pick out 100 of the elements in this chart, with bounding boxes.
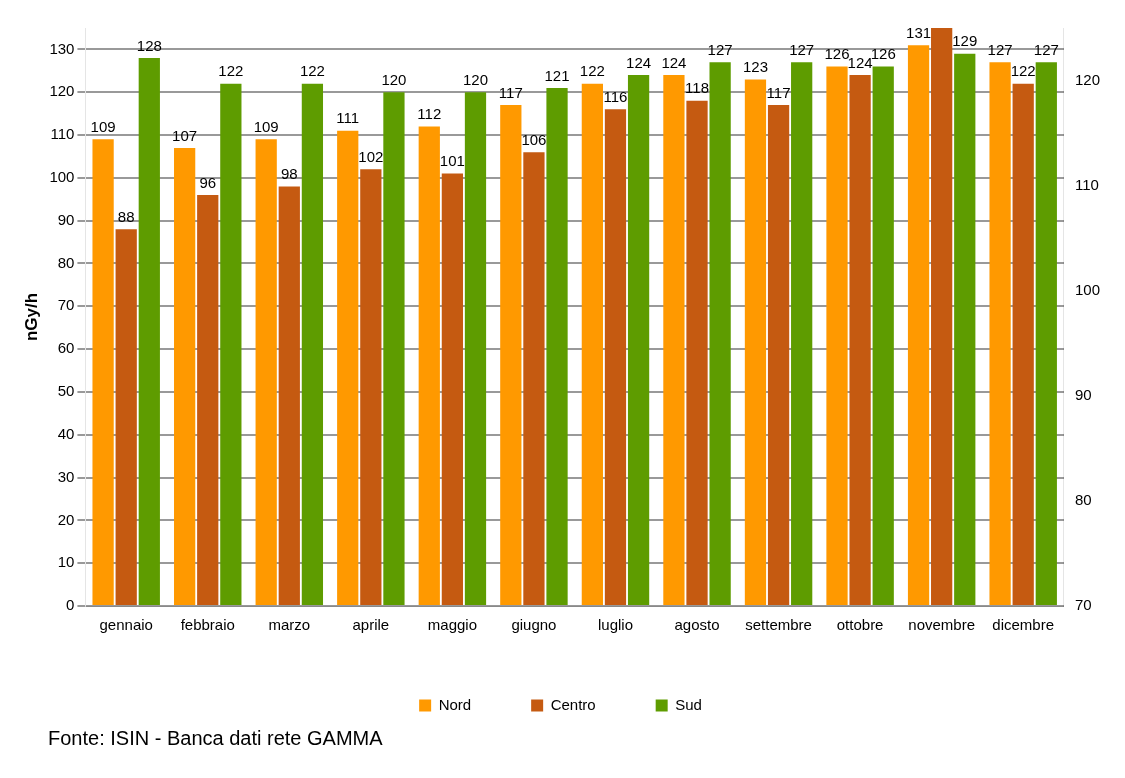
y-tick-label: 130 [49,39,75,57]
bar [604,109,627,605]
x-tick-label: gennaio [99,616,153,634]
y-tick-label: 70 [57,296,75,314]
data-label: 123 [742,58,768,76]
x-tick-label: settembre [745,616,812,634]
bar [686,100,708,605]
data-label: 127 [1033,40,1059,58]
bar [138,57,160,605]
y2-tick-label: 70 [1074,596,1092,614]
data-label: 124 [661,53,687,71]
y2-tick-label: 110 [1074,175,1099,193]
data-label: 120 [381,70,407,88]
bar [337,130,359,605]
y-axis-title: nGy/h [21,292,41,342]
bar [418,126,440,605]
data-label: 117 [498,83,523,101]
data-label: 101 [439,152,465,170]
data-label: 129 [952,32,978,50]
data-label: 107 [172,126,198,144]
bar [791,62,813,605]
source-note: Fonte: ISIN - Banca dati rete GAMMA [48,727,384,750]
y-tick-label: 110 [50,125,75,143]
bar [464,92,487,605]
data-label: 102 [358,147,384,165]
x-tick-label: dicembre [992,616,1055,634]
bar [360,169,382,605]
legend-label: Sud [675,695,702,713]
data-label: 118 [685,79,709,97]
data-label: 88 [117,207,135,225]
y-tick-label: 30 [57,467,75,485]
data-label: 128 [136,36,162,54]
data-label: 122 [1010,62,1036,80]
x-tick-label: maggio [427,616,477,634]
bar [441,173,464,605]
bar [1035,62,1057,605]
y2-tick-label: 120 [1074,70,1100,88]
x-tick-label: ottobre [836,616,884,634]
bar [872,66,894,605]
data-label: 126 [870,45,896,63]
data-label: 96 [199,173,217,191]
data-label: 121 [544,66,570,84]
data-label: 122 [579,62,605,80]
data-label: 111 [336,109,360,127]
y-tick-label: 80 [57,253,75,271]
bar [581,83,603,605]
data-label: 127 [707,40,733,58]
y-tick-label: 120 [49,82,75,100]
bar [849,75,871,605]
data-label: 106 [521,130,547,148]
y-tick-label: 0 [66,596,75,614]
data-label: 98 [280,165,298,183]
bar [174,147,196,605]
bar [92,139,114,605]
data-label: 109 [90,117,116,135]
bar [907,45,930,605]
data-label: 124 [626,53,652,71]
bar [709,62,731,605]
bar [663,75,685,605]
x-tick-label: agosto [674,616,720,634]
x-tick-label: marzo [268,616,311,634]
y2-tick-label: 80 [1074,491,1092,509]
y2-tick-label: 100 [1074,280,1100,298]
bar [220,83,242,605]
bar [197,194,219,605]
data-label: 112 [417,105,442,123]
bar [523,152,545,605]
bar [255,139,277,605]
y-tick-label: 10 [57,553,75,571]
x-tick-label: febbraio [180,616,235,634]
data-label: 127 [987,40,1013,58]
x-tick-label: aprile [352,616,390,634]
y-tick-label: 40 [57,424,75,442]
y-tick-label: 20 [57,510,75,528]
data-label: 127 [789,40,815,58]
data-label: 117 [766,83,791,101]
bar [383,92,405,605]
data-label: 126 [824,45,850,63]
bar [278,186,300,605]
x-tick-label: novembre [908,616,976,634]
x-tick-label: luglio [597,616,633,634]
bar [546,87,568,605]
y2-tick-label: 90 [1074,385,1092,403]
legend-label: Nord [438,695,472,713]
legend-label: Centro [550,695,596,713]
data-label: 109 [253,117,279,135]
bar [954,53,976,605]
bar [826,66,848,605]
bar [500,105,522,605]
bar [301,83,324,605]
bar [744,79,767,605]
y-tick-label: 100 [49,167,75,185]
y-tick-label: 90 [57,210,75,228]
y-tick-label: 60 [57,339,75,357]
bar [989,62,1011,605]
data-label: 131 [906,23,932,41]
data-label: 122 [218,62,244,80]
data-label: 122 [299,62,325,80]
bar [767,105,790,605]
data-label: 116 [603,87,628,105]
